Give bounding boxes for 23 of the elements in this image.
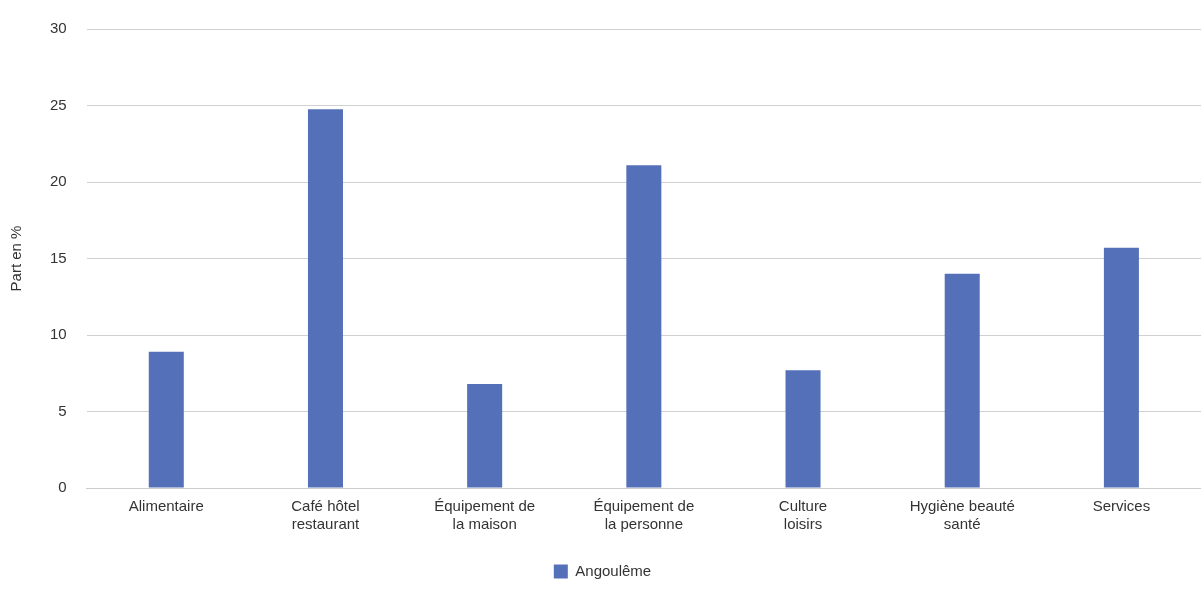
y-axis-title: Part en % xyxy=(7,225,25,292)
y-tick-label: 0 xyxy=(58,478,67,496)
bar xyxy=(626,165,662,488)
y-tick-label: 25 xyxy=(50,95,67,113)
y-tick-label: 20 xyxy=(50,172,67,190)
x-tick-label: Culture loisirs xyxy=(778,497,828,533)
x-tick-label: Services xyxy=(1092,497,1151,515)
x-tick-label: Équipement de la maison xyxy=(434,497,536,533)
x-tick-label: Équipement de la personne xyxy=(593,497,695,533)
y-tick-label: 30 xyxy=(50,19,67,37)
x-tick-label: Alimentaire xyxy=(128,497,204,515)
bar xyxy=(307,109,343,488)
y-tick-label: 10 xyxy=(50,325,67,343)
bar xyxy=(1103,247,1139,488)
y-tick-label: 15 xyxy=(50,248,67,266)
y-tick-label: 5 xyxy=(58,401,67,419)
bar xyxy=(785,370,821,488)
bar xyxy=(944,273,980,488)
x-tick-label: Café hôtel restaurant xyxy=(291,497,361,533)
legend-label: Angoulême xyxy=(575,561,652,579)
bar xyxy=(148,351,184,488)
bar xyxy=(467,383,503,488)
x-tick-label: Hygiène beauté santé xyxy=(909,497,1015,533)
